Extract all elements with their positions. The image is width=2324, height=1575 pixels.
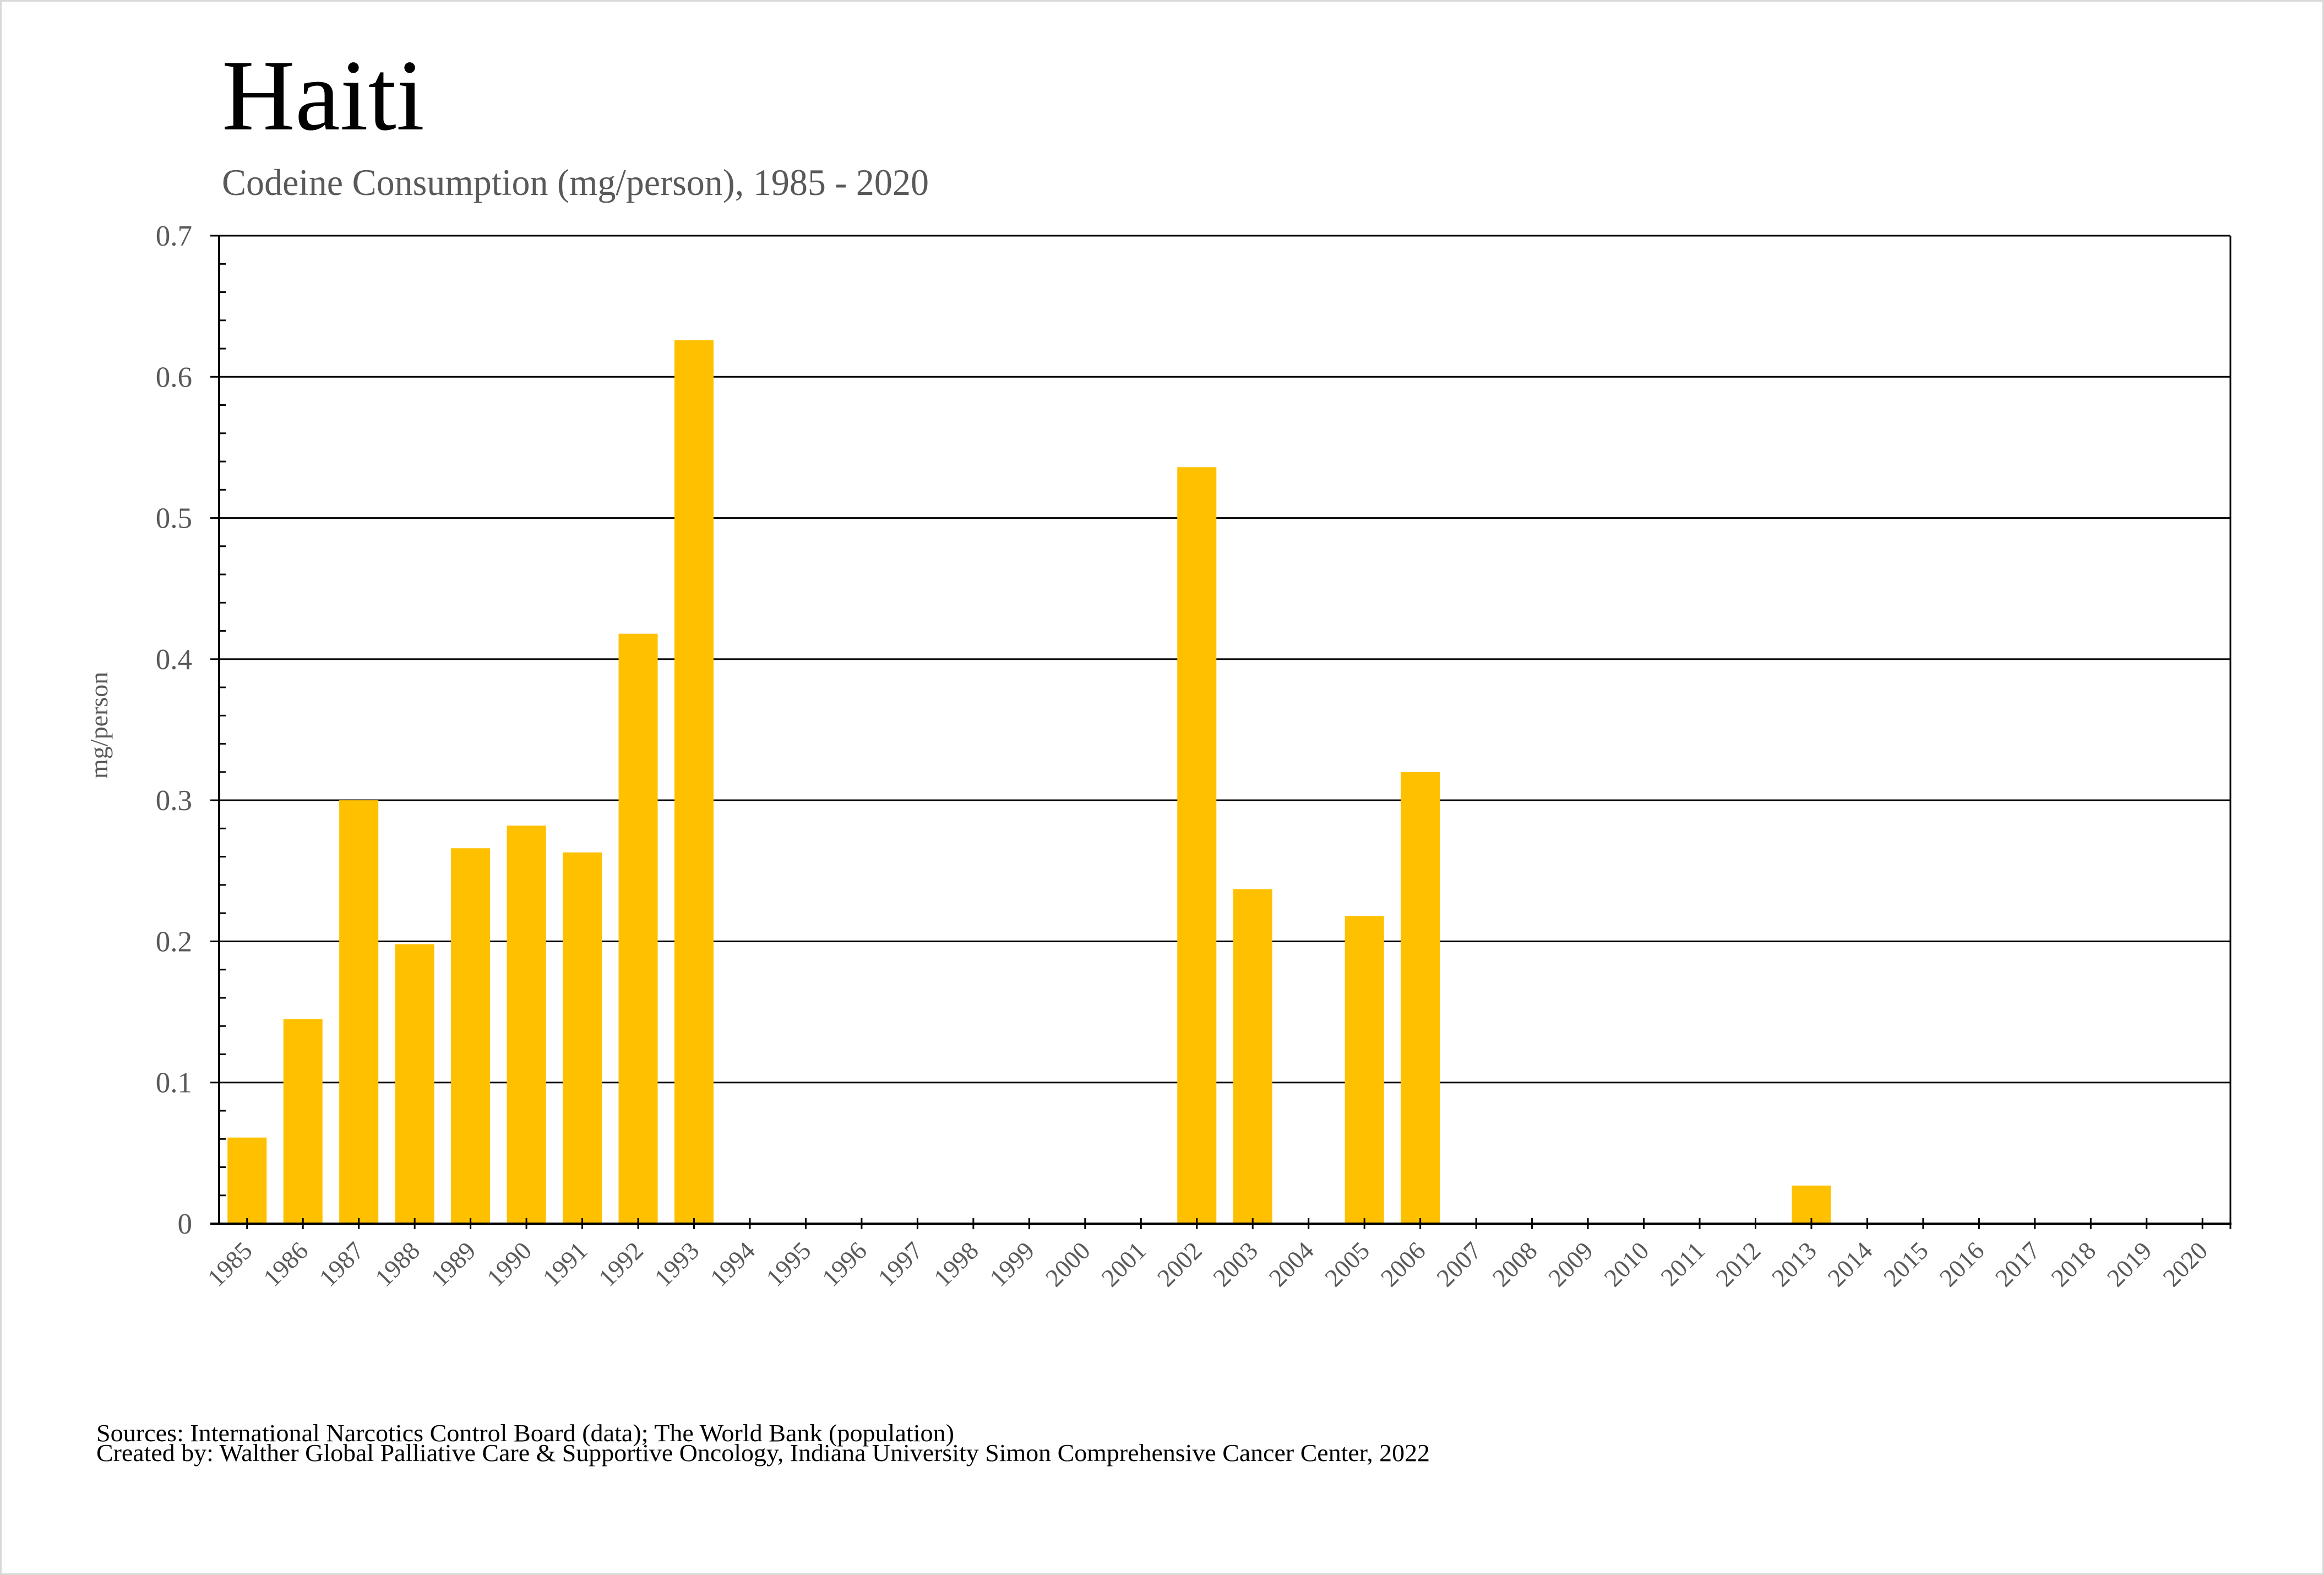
x-tick-label-2013: 2013: [1766, 1236, 1822, 1292]
y-tick-label: 0.7: [156, 220, 192, 252]
axes: [210, 235, 2232, 1229]
x-tick-label-2020: 2020: [2157, 1236, 2213, 1292]
x-tick-label-1997: 1997: [872, 1236, 928, 1292]
x-tick-label-1988: 1988: [369, 1236, 425, 1292]
x-tick-label-1999: 1999: [984, 1236, 1039, 1292]
bar-1986: [283, 1019, 323, 1224]
x-tick-label-2014: 2014: [1822, 1236, 1877, 1292]
bar-1993: [674, 340, 714, 1224]
bar-2002: [1177, 467, 1217, 1224]
x-tick-label-2010: 2010: [1598, 1236, 1654, 1292]
x-tick-label-1992: 1992: [593, 1236, 649, 1292]
bar-2003: [1233, 889, 1272, 1224]
bar-1990: [507, 825, 546, 1224]
x-tick-label-1991: 1991: [537, 1236, 593, 1292]
y-tick-label: 0.4: [156, 644, 192, 676]
x-tick-label-2015: 2015: [1878, 1236, 1934, 1292]
x-tick-label-2003: 2003: [1207, 1236, 1263, 1292]
bar-1991: [563, 852, 602, 1224]
x-tick-label-1998: 1998: [928, 1236, 984, 1292]
y-axis-label: mg/person: [85, 672, 113, 779]
x-tick-label-2008: 2008: [1487, 1236, 1543, 1292]
bar-1992: [618, 633, 658, 1224]
y-tick-label: 0.5: [156, 503, 192, 535]
y-tick-label: 0.1: [156, 1067, 192, 1099]
x-tick-label-2017: 2017: [1990, 1236, 2045, 1292]
x-tick-label-2016: 2016: [1934, 1236, 1989, 1292]
y-tick-label: 0.2: [156, 926, 192, 958]
x-tick-label-2001: 2001: [1096, 1236, 1151, 1292]
x-tick-label-1986: 1986: [258, 1236, 313, 1292]
x-tick-label-2011: 2011: [1655, 1236, 1710, 1291]
bar-1985: [227, 1137, 267, 1224]
x-tick-label-1996: 1996: [817, 1236, 872, 1292]
x-tick-label-1990: 1990: [481, 1236, 537, 1292]
bar-1989: [451, 848, 491, 1224]
x-tick-label-2002: 2002: [1152, 1236, 1207, 1292]
x-tick-label-2006: 2006: [1375, 1236, 1431, 1292]
x-tick-labels: 1985 1986 1987 1988 1989 1990 1991 1992 1993 1994…: [202, 1236, 2213, 1292]
x-tick-label-2005: 2005: [1319, 1236, 1375, 1292]
x-tick-label-1987: 1987: [314, 1236, 369, 1292]
x-tick-label-1994: 1994: [705, 1236, 760, 1292]
bar-1988: [395, 944, 434, 1224]
x-tick-label-2019: 2019: [2102, 1236, 2157, 1292]
x-tick-label-1993: 1993: [649, 1236, 704, 1292]
x-tick-label-2004: 2004: [1264, 1236, 1319, 1292]
bar-2013: [1792, 1185, 1831, 1224]
bars: [227, 340, 1831, 1224]
x-tick-label-2000: 2000: [1040, 1236, 1096, 1292]
bar-2006: [1401, 772, 1440, 1224]
y-tick-label: 0: [178, 1208, 193, 1240]
footer-sources: Sources: International Narcotics Control…: [96, 1420, 954, 1447]
x-tick-label-2009: 2009: [1543, 1236, 1598, 1292]
x-tick-label-2018: 2018: [2045, 1236, 2101, 1292]
x-tick-label-1985: 1985: [202, 1236, 258, 1292]
chart-subtitle: Codeine Consumption (mg/person), 1985 - …: [222, 161, 929, 203]
x-tick-label-1989: 1989: [426, 1236, 481, 1292]
y-tick-labels: 0 0.1 0.2 0.3 0.4 0.5 0.6 0.7: [156, 220, 192, 1240]
bar-1987: [339, 800, 379, 1224]
x-tick-label-1995: 1995: [760, 1236, 816, 1292]
y-tick-label: 0.3: [156, 785, 192, 817]
x-tick-label-2007: 2007: [1431, 1236, 1487, 1292]
chart-title: Haiti: [222, 39, 424, 151]
footer-created-by: Created by: Walther Global Palliative Ca…: [96, 1440, 1430, 1467]
bar-2005: [1345, 916, 1384, 1224]
x-tick-label-2012: 2012: [1710, 1236, 1766, 1292]
y-tick-label: 0.6: [156, 361, 192, 393]
